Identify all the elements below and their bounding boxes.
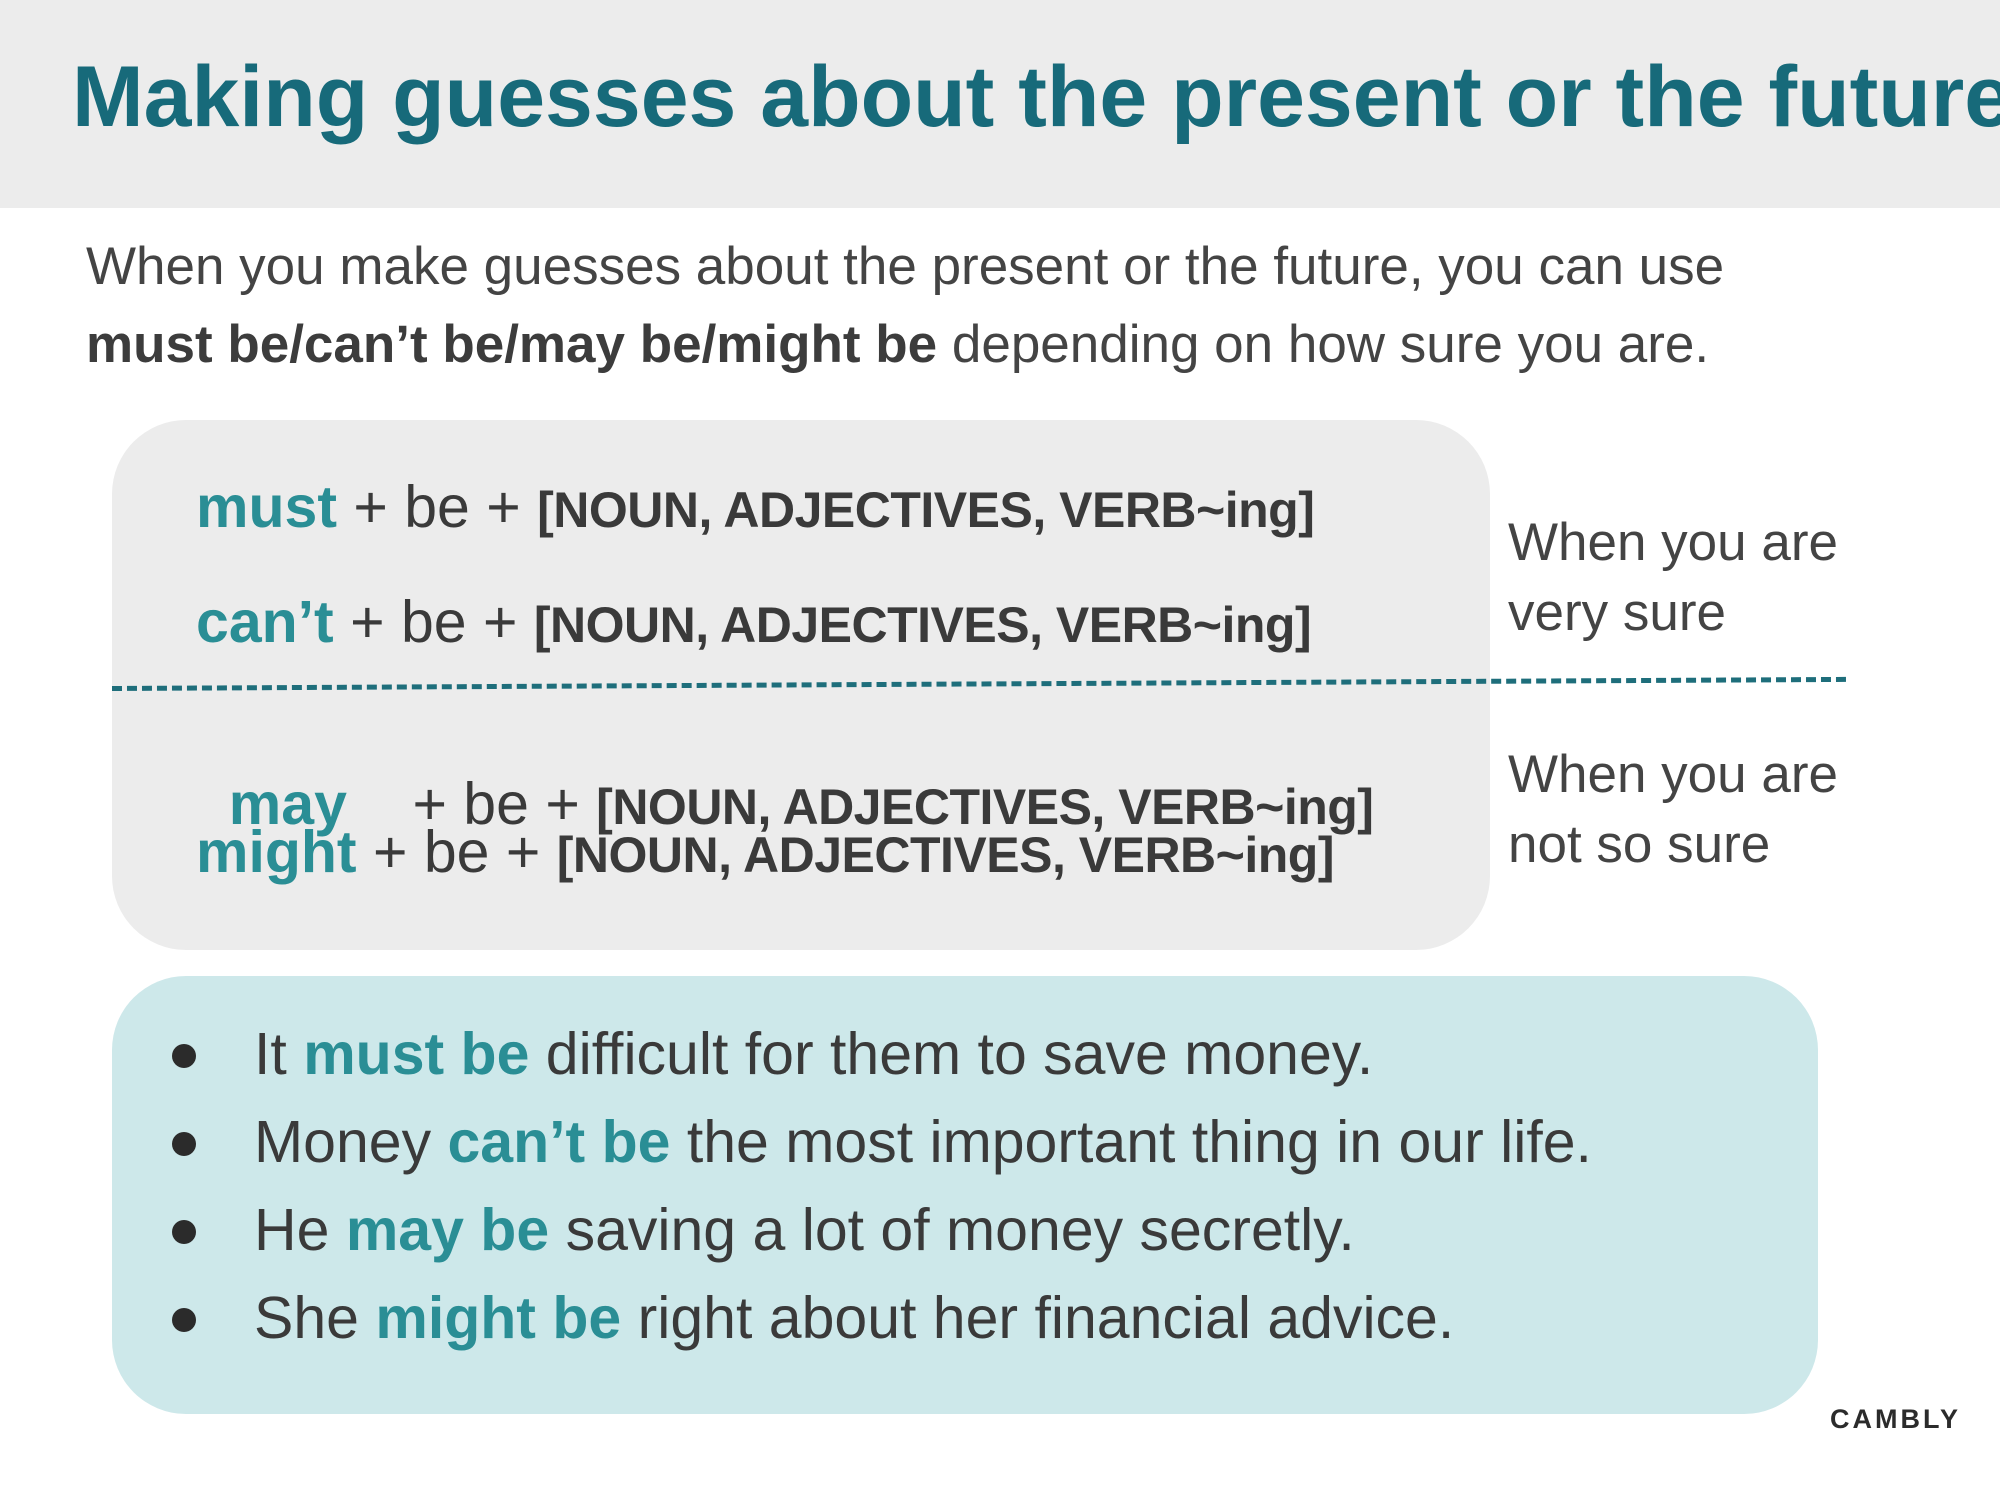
- example-highlight: can’t be: [447, 1109, 671, 1175]
- pattern-slot: [NOUN, ADJECTIVES, VERB~ing]: [556, 827, 1335, 883]
- pattern-modal: can’t: [196, 589, 334, 655]
- note-line: When you are: [1508, 513, 1838, 572]
- pattern-box: [112, 420, 1490, 950]
- example-post: saving a lot of money secretly.: [549, 1197, 1355, 1263]
- examples-box: [112, 976, 1818, 1414]
- pattern-slot: [NOUN, ADJECTIVES, VERB~ing]: [596, 779, 1374, 835]
- pattern-plus-be: + be +: [333, 589, 534, 655]
- example-sentence: He may be saving a lot of money secretly…: [254, 1186, 1355, 1274]
- intro-line-1: When you make guesses about the present …: [86, 237, 1725, 296]
- note-line: very sure: [1508, 583, 1726, 642]
- pattern-modal: may: [228, 771, 347, 837]
- brand-logo: CAMBLY: [1830, 1404, 1962, 1434]
- pattern-row-must: must + be + [NOUN, ADJECTIVES, VERB~ing]: [196, 473, 1315, 541]
- bullet-icon: [172, 1044, 196, 1068]
- note-line: not so sure: [1508, 815, 1771, 874]
- pattern-row-cant: can’t + be + [NOUN, ADJECTIVES, VERB~ing…: [196, 588, 1312, 656]
- example-post: the most important thing in our life.: [670, 1109, 1592, 1175]
- pattern-plus-be: + be +: [336, 474, 538, 540]
- header-band: [0, 0, 2000, 208]
- example-pre: It: [254, 1021, 304, 1087]
- page-title: Making guesses about the present or the …: [72, 49, 2000, 145]
- bullet-icon: [172, 1220, 196, 1244]
- pattern-slot: [NOUN, ADJECTIVES, VERB~ing]: [537, 482, 1315, 538]
- note-very-sure: When you are very sure: [1508, 508, 1928, 648]
- bullet-icon: [172, 1132, 196, 1156]
- note-not-so-sure: When you are not so sure: [1508, 740, 1928, 880]
- pattern-plus-be: + be +: [356, 819, 557, 885]
- pattern-plus-be: + be +: [346, 771, 597, 837]
- pattern-modal: might: [196, 819, 357, 885]
- example-sentence: Money can’t be the most important thing …: [254, 1098, 1592, 1186]
- example-highlight: may be: [345, 1197, 550, 1263]
- example-sentence: It must be difficult for them to save mo…: [254, 1010, 1373, 1098]
- intro-modal-forms: must be/can’t be/may be/might be: [86, 315, 938, 374]
- example-post: difficult for them to save money.: [529, 1021, 1374, 1087]
- pattern-modal: must: [196, 474, 337, 540]
- pattern-row-may: may + be + [NOUN, ADJECTIVES, VERB~ing]: [196, 702, 1374, 838]
- bullet-icon: [172, 1308, 196, 1332]
- pattern-slot: [NOUN, ADJECTIVES, VERB~ing]: [533, 597, 1312, 653]
- example-post: right about her financial advice.: [621, 1285, 1455, 1351]
- note-line: When you are: [1508, 745, 1838, 804]
- example-pre: She: [254, 1285, 376, 1351]
- intro-paragraph: When you make guesses about the present …: [86, 228, 1906, 384]
- example-sentence: She might be right about her financial a…: [254, 1274, 1454, 1362]
- example-pre: Money: [254, 1109, 448, 1175]
- example-pre: He: [254, 1197, 346, 1263]
- example-highlight: must be: [303, 1021, 530, 1087]
- intro-rest: depending on how sure you are.: [937, 315, 1710, 374]
- example-highlight: might be: [375, 1285, 622, 1351]
- pattern-row-might: might + be + [NOUN, ADJECTIVES, VERB~ing…: [196, 818, 1335, 886]
- intro-line-2: must be/can’t be/may be/might be dependi…: [86, 306, 1906, 384]
